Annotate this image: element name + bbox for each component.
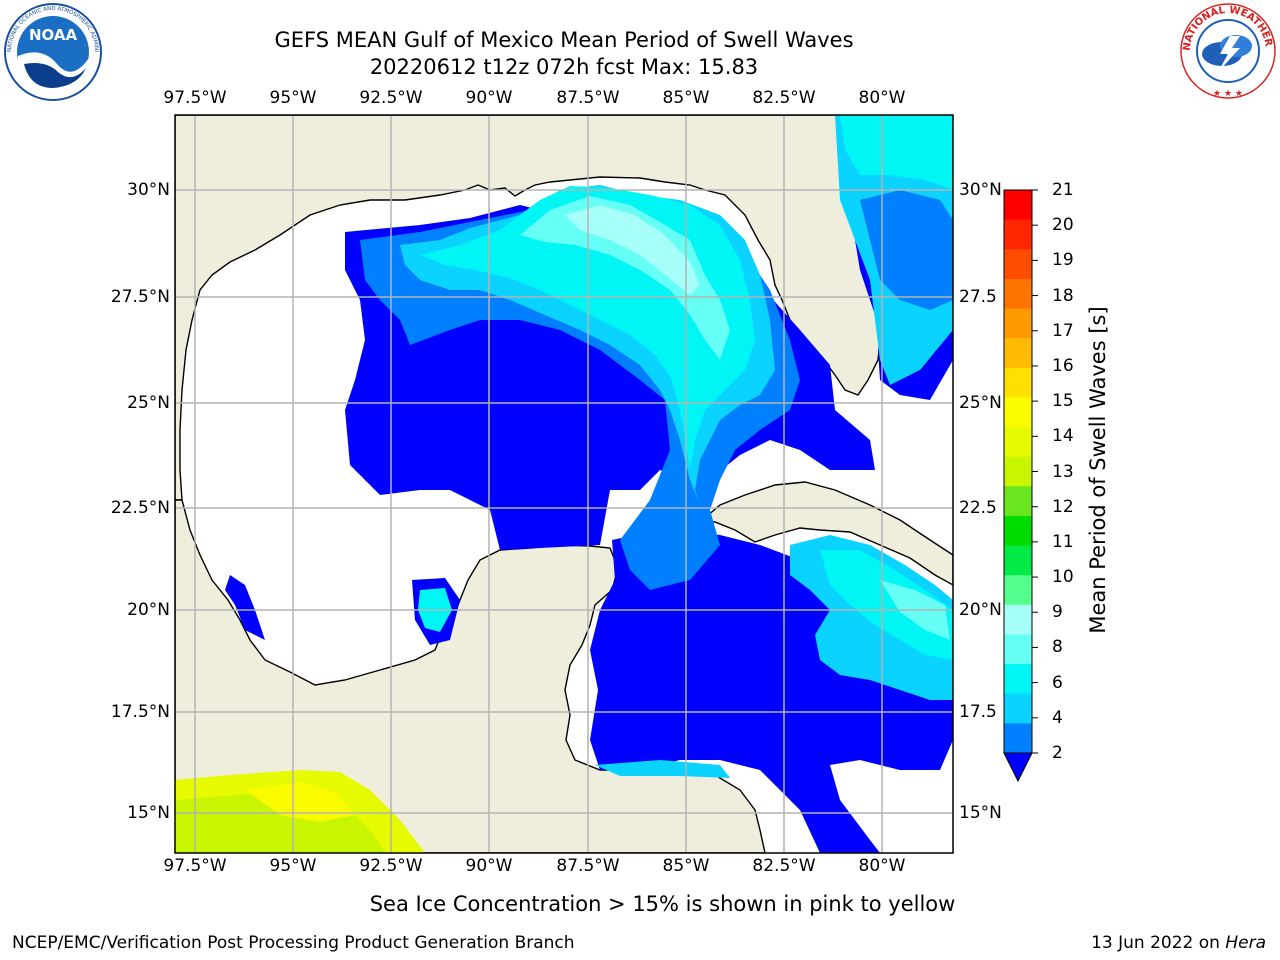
colorbar-tick-label: 17 [1052, 320, 1074, 341]
lat-tick-left: 22.5°N [110, 498, 170, 518]
colorbar-label: Mean Period of Swell Waves [s] [1086, 306, 1110, 634]
lon-tick-bottom: 82.5°W [752, 856, 816, 876]
colorbar-tick-label: 21 [1052, 180, 1074, 200]
swell-region-bay-campeche [225, 575, 265, 640]
colorbar-tick-label: 2 [1052, 743, 1063, 763]
map-gridlines [175, 115, 953, 853]
nws-logo: NATIONAL WEATHER SERVICE ★ ★ ★ [1178, 2, 1276, 99]
colorbar-tick-label: 9 [1052, 602, 1063, 623]
lon-tick-top: 90°W [465, 88, 513, 108]
sea-ice-note: Sea Ice Concentration > 15% is shown in … [369, 892, 956, 916]
colorbar [1003, 189, 1038, 783]
land-us-gulf-coast [175, 115, 953, 501]
footer-date: 13 Jun 2022 on Hera [1091, 933, 1266, 953]
swell-region-8-9s [520, 196, 730, 360]
lat-tick-right: 17.5 [959, 702, 997, 722]
colorbar-tick-label: 15 [1052, 391, 1074, 412]
swell-region-honduras-strip [595, 760, 730, 778]
colorbar-segment [1004, 545, 1032, 576]
colorbar-segment [1004, 575, 1032, 606]
lat-tick-right: 30°N [959, 180, 1002, 200]
colorbar-segment [1004, 664, 1032, 695]
swell-region-atl-2-4s [860, 190, 953, 310]
colorbar-segment [1004, 427, 1032, 458]
footer-machine: Hera [1225, 933, 1266, 953]
colorbar-segment [1004, 308, 1032, 339]
colorbar-segment [1004, 723, 1032, 754]
lon-tick-bottom: 87.5°W [556, 856, 620, 876]
lat-tick-left: 25°N [127, 393, 170, 413]
lon-tick-top: 95°W [269, 88, 317, 108]
lon-tick-bottom: 92.5°W [359, 856, 423, 876]
colorbar-tick-label: 19 [1052, 250, 1074, 271]
noaa-logo: NOAA NATIONAL OCEANIC AND ATMOSPHERIC AD… [2, 2, 102, 101]
colorbar-segment [1004, 634, 1032, 665]
colorbar-tick-label: 20 [1052, 215, 1074, 236]
colorbar-tick-label: 13 [1052, 461, 1074, 482]
lon-tick-bottom: 97.5°W [163, 856, 227, 876]
colorbar-segment [1004, 249, 1032, 280]
colorbar-segment [1004, 456, 1032, 487]
lon-tick-top: 97.5°W [163, 88, 227, 108]
colorbar-segment [1004, 278, 1032, 310]
colorbar-segment [1004, 367, 1032, 398]
lat-tick-right: 22.5 [959, 498, 997, 518]
swell-field [175, 115, 953, 853]
colorbar-segment [1004, 338, 1032, 369]
lat-tick-right: 27.5 [959, 287, 997, 307]
colorbar-tick-label: 18 [1052, 285, 1074, 306]
colorbar-tick-label: 10 [1052, 567, 1074, 588]
lon-tick-top: 80°W [858, 88, 906, 108]
lon-tick-bottom: 90°W [465, 856, 513, 876]
lon-tick-top: 82.5°W [752, 88, 816, 108]
lat-tick-left: 27.5°N [110, 287, 170, 307]
swell-region-9-10s [565, 205, 700, 295]
lat-tick-left: 20°N [127, 600, 170, 620]
colorbar-tick-label: 16 [1052, 355, 1074, 376]
colorbar-tick-label: 14 [1052, 426, 1074, 447]
lon-tick-top: 85°W [662, 88, 710, 108]
lat-tick-right: 25°N [959, 393, 1002, 413]
swell-region-atl-6-8s [840, 115, 953, 190]
lon-tick-bottom: 80°W [858, 856, 906, 876]
footer-date-text: 13 Jun 2022 on [1091, 933, 1220, 953]
lat-tick-right: 20°N [959, 600, 1002, 620]
colorbar-extend-arrow [1003, 752, 1033, 783]
swell-region-carib-6-8s [820, 550, 953, 660]
colorbar-segment [1004, 486, 1032, 517]
svg-text:★ ★ ★: ★ ★ ★ [1213, 89, 1243, 99]
colorbar-segment [1004, 515, 1032, 547]
colorbar-segment [1004, 604, 1032, 635]
colorbar-segment [1004, 693, 1032, 724]
colorbar-tick-label: 6 [1052, 672, 1063, 693]
chart-subtitle: 20220612 t12z 072h fcst Max: 15.83 [369, 55, 759, 79]
lat-tick-left: 17.5°N [110, 702, 170, 722]
colorbar-segment [1004, 190, 1032, 221]
swell-region-pacific-yellow [245, 782, 355, 822]
lat-tick-left: 30°N [127, 180, 170, 200]
chart-title: GEFS MEAN Gulf of Mexico Mean Period of … [274, 28, 854, 52]
footer-credit: NCEP/EMC/Verification Post Processing Pr… [12, 933, 575, 953]
lat-tick-right: 15°N [959, 803, 1002, 823]
lon-tick-bottom: 95°W [269, 856, 317, 876]
lat-tick-left: 15°N [127, 803, 170, 823]
lon-tick-top: 87.5°W [556, 88, 620, 108]
map-frame [174, 114, 954, 854]
colorbar-tick-label: 11 [1052, 531, 1074, 552]
colorbar-segment [1004, 397, 1032, 428]
colorbar-tick-label: 12 [1052, 496, 1074, 517]
noaa-logo-text: NOAA [29, 26, 78, 44]
colorbar-tick-label: 4 [1052, 707, 1063, 728]
colorbar-segment [1004, 219, 1032, 250]
lon-tick-top: 92.5°W [359, 88, 423, 108]
lon-tick-bottom: 85°W [662, 856, 710, 876]
colorbar-tick-label: 8 [1052, 637, 1063, 658]
